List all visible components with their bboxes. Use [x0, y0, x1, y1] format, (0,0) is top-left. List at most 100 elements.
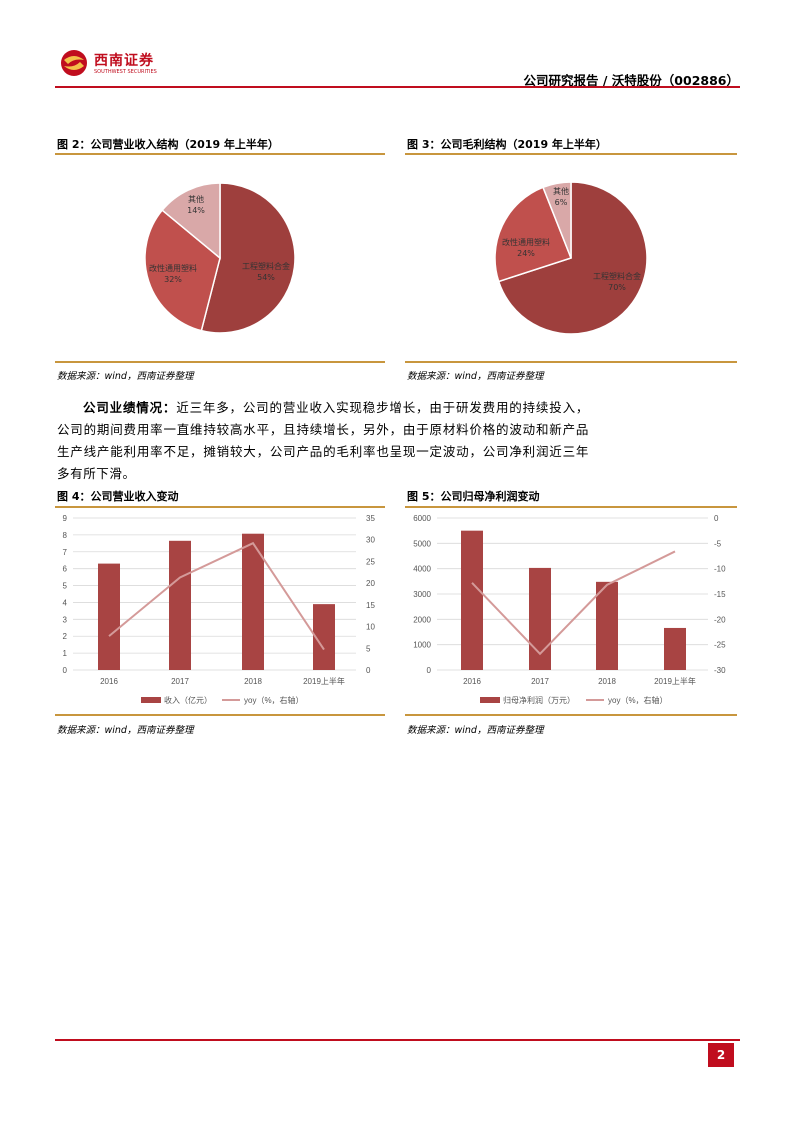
figure-2-title: 图 2：公司营业收入结构（2019 年上半年）: [57, 138, 279, 151]
x-axis-tick-label: 2016: [100, 677, 118, 686]
bar: [98, 563, 120, 670]
pie-slice-value: 54%: [257, 273, 275, 282]
logo-text-en: SOUTHWEST SECURITIES: [94, 69, 157, 75]
figure-2-bottom-rule: [55, 361, 385, 363]
left-axis-tick-label: 6: [63, 565, 68, 574]
left-axis-tick-label: 7: [63, 548, 68, 557]
pie-slice-value: 70%: [608, 283, 626, 292]
logo-emblem-icon: [61, 50, 87, 76]
left-axis-tick-label: 5000: [413, 539, 431, 548]
x-axis-tick-label: 2018: [598, 677, 616, 686]
bar: [313, 604, 335, 670]
figure-4-bottom-rule: [55, 714, 385, 716]
left-axis-tick-label: 2: [63, 632, 68, 641]
pie-slice-label: 改性通用塑料: [149, 263, 197, 273]
x-axis-tick-label: 2018: [244, 677, 262, 686]
right-axis-tick-label: 15: [366, 601, 375, 610]
pie-slice: [200, 182, 296, 334]
pie-slice: [497, 181, 648, 335]
figure-5-top-rule: [405, 506, 737, 508]
pie-slice-value: 6%: [555, 198, 568, 207]
right-axis-tick-label: 20: [366, 579, 375, 588]
bar: [169, 540, 191, 670]
performance-paragraph: 公司业绩情况：近三年多，公司的营业收入实现稳步增长，由于研发费用的持续投入，公司…: [57, 397, 589, 485]
x-axis-tick-label: 2017: [531, 677, 549, 686]
bar: [596, 581, 618, 670]
page-number: 2: [708, 1043, 734, 1067]
figure-4-source: 数据来源：wind，西南证券整理: [57, 725, 194, 736]
right-axis-tick-label: 0: [366, 666, 371, 675]
right-axis-tick-label: 35: [366, 514, 375, 523]
figure-4-title: 图 4：公司营业收入变动: [57, 490, 179, 503]
left-axis-tick-label: 8: [63, 531, 68, 540]
figure-5-title: 图 5：公司归母净利润变动: [407, 490, 540, 503]
pie-slice-label: 工程塑料合金: [242, 261, 290, 271]
left-axis-tick-label: 4: [63, 598, 68, 607]
pie-slice-value: 24%: [517, 249, 535, 258]
figure-4-top-rule: [55, 506, 385, 508]
right-axis-tick-label: -5: [714, 539, 722, 548]
bar: [529, 567, 551, 670]
footer-divider: [55, 1039, 740, 1041]
paragraph-lead: 公司业绩情况：: [83, 400, 177, 415]
figure-5-source: 数据来源：wind，西南证券整理: [407, 725, 544, 736]
paragraph-body: 近三年多，公司的营业收入实现稳步增长，由于研发费用的持续投入，公司的期间费用率一…: [57, 400, 589, 481]
right-axis-tick-label: 25: [366, 557, 375, 566]
report-title: 公司研究报告 / 沃特股份（002886）: [523, 73, 739, 88]
pie-slice-value: 14%: [187, 206, 205, 215]
right-axis-tick-label: -20: [714, 615, 726, 624]
right-axis-tick-label: -30: [714, 666, 726, 675]
pie-slice-label: 其他: [188, 194, 204, 204]
left-axis-tick-label: 3: [63, 615, 68, 624]
x-axis-tick-label: 2019上半年: [654, 676, 696, 686]
legend-line-label: yoy（%，右轴）: [244, 695, 304, 705]
left-axis-tick-label: 5: [63, 582, 68, 591]
yoy-line: [108, 541, 325, 651]
left-axis-tick-label: 0: [63, 666, 68, 675]
figure-3-bottom-rule: [405, 361, 737, 363]
pie-slice-label: 其他: [553, 186, 569, 196]
figure-3-title: 图 3：公司毛利结构（2019 年上半年）: [407, 138, 607, 151]
left-axis-tick-label: 9: [63, 514, 68, 523]
pie-slice: [542, 181, 572, 259]
left-axis-tick-label: 1000: [413, 641, 431, 650]
pie-slice-value: 32%: [164, 275, 182, 284]
legend-bar-label: 归母净利润（万元）: [503, 695, 575, 705]
bar: [461, 530, 483, 670]
bar: [242, 533, 264, 670]
right-axis-tick-label: -15: [714, 590, 726, 599]
legend-bar-swatch: [141, 697, 161, 703]
logo-text-cn: 西南证券: [94, 53, 154, 69]
left-axis-tick-label: 6000: [413, 514, 431, 523]
figure-3-top-rule: [405, 153, 737, 155]
x-axis-tick-label: 2016: [463, 677, 481, 686]
figure-3-source: 数据来源：wind，西南证券整理: [407, 371, 544, 382]
left-axis-tick-label: 3000: [413, 590, 431, 599]
pie-slice: [161, 182, 221, 260]
right-axis-tick-label: -10: [714, 565, 726, 574]
left-axis-tick-label: 0: [427, 666, 432, 675]
figure-2-top-rule: [55, 153, 385, 155]
legend-bar-label: 收入（亿元）: [164, 695, 212, 705]
yoy-line: [471, 550, 676, 656]
left-axis-tick-label: 1: [63, 649, 68, 658]
x-axis-tick-label: 2019上半年: [303, 676, 345, 686]
header-divider: [55, 86, 740, 88]
pie-slice-label: 改性通用塑料: [502, 237, 550, 247]
company-logo: 西南证券 SOUTHWEST SECURITIES: [60, 48, 170, 80]
legend-bar-swatch: [480, 697, 500, 703]
left-axis-tick-label: 2000: [413, 615, 431, 624]
right-axis-tick-label: 10: [366, 623, 375, 632]
x-axis-tick-label: 2017: [171, 677, 189, 686]
pie-slice-label: 工程塑料合金: [593, 271, 641, 281]
figure-2-source: 数据来源：wind，西南证券整理: [57, 371, 194, 382]
right-axis-tick-label: 30: [366, 536, 375, 545]
figure-5-bottom-rule: [405, 714, 737, 716]
bar: [664, 627, 686, 670]
left-axis-tick-label: 4000: [413, 565, 431, 574]
right-axis-tick-label: 5: [366, 644, 371, 653]
right-axis-tick-label: -25: [714, 641, 726, 650]
pie-slice: [144, 209, 221, 332]
